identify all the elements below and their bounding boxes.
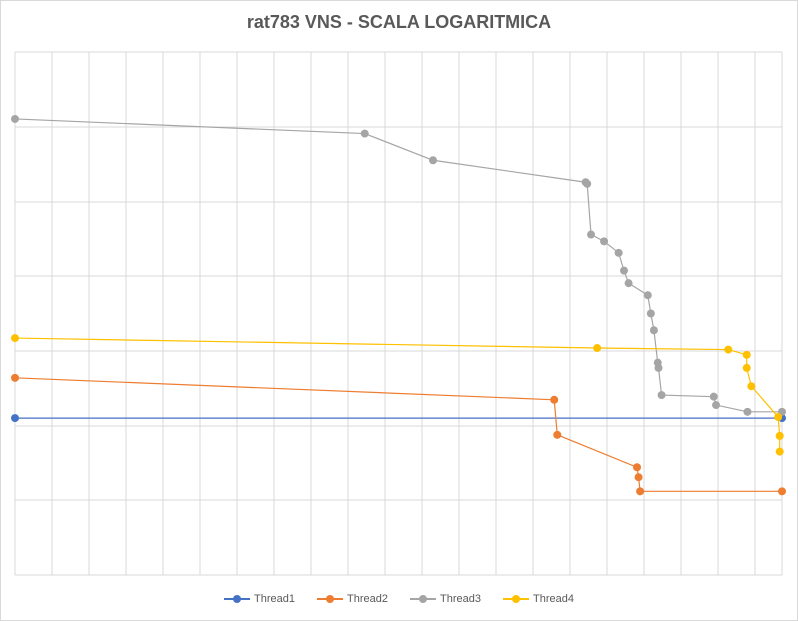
legend-swatch-thread2 — [317, 594, 344, 604]
data-point-thread3 — [657, 391, 666, 400]
legend-swatch-thread3 — [410, 594, 436, 604]
data-point-thread4 — [747, 382, 756, 391]
data-point-thread2 — [553, 430, 562, 439]
data-point-thread2 — [550, 395, 559, 404]
data-point-thread3 — [646, 309, 655, 318]
legend-item-thread3: Thread3 — [410, 593, 481, 605]
series-thread3 — [11, 114, 786, 416]
gridlines — [14, 51, 783, 576]
legend-swatch-thread4 — [502, 594, 529, 604]
data-point-thread3 — [743, 407, 752, 416]
series-thread2 — [11, 373, 786, 496]
legend-label-thread1: Thread1 — [254, 593, 296, 605]
data-point-thread2 — [636, 487, 645, 496]
data-point-thread3 — [624, 279, 633, 288]
data-point-thread4 — [775, 447, 784, 456]
data-point-thread3 — [643, 291, 652, 300]
legend-label-thread4: Thread4 — [532, 593, 574, 605]
legend-label-thread2: Thread2 — [347, 593, 388, 605]
data-point-thread2 — [634, 473, 643, 482]
data-point-thread4 — [775, 431, 784, 440]
series-line-thread3 — [14, 118, 782, 413]
data-point-thread4 — [11, 334, 19, 343]
data-point-thread4 — [742, 350, 751, 359]
data-point-thread3 — [600, 237, 609, 246]
legend-swatch-thread1 — [224, 594, 251, 604]
data-point-thread4 — [593, 344, 602, 353]
data-point-thread2 — [633, 463, 642, 472]
data-point-thread2 — [778, 487, 786, 496]
data-point-thread3 — [587, 230, 596, 239]
data-point-thread3 — [429, 156, 438, 165]
legend-label-thread3: Thread3 — [440, 593, 481, 605]
data-point-thread3 — [614, 248, 623, 257]
legend-item-thread1: Thread1 — [224, 593, 295, 605]
data-point-thread3 — [649, 326, 658, 335]
data-point-thread4 — [724, 345, 733, 354]
legend-item-thread2: Thread2 — [317, 593, 388, 605]
series-thread1 — [11, 414, 786, 423]
data-point-thread3 — [709, 392, 718, 401]
data-point-thread1 — [11, 414, 19, 423]
legend: Thread1 Thread2 Thread3 Thread4 — [0, 593, 798, 605]
data-point-thread2 — [11, 373, 19, 382]
data-point-thread4 — [742, 363, 751, 372]
data-point-thread3 — [11, 114, 19, 123]
data-point-thread3 — [712, 401, 721, 410]
series-thread4 — [11, 334, 784, 456]
legend-item-thread4: Thread4 — [502, 593, 574, 605]
data-point-thread3 — [619, 266, 628, 275]
data-point-thread3 — [583, 179, 592, 188]
data-point-thread3 — [654, 363, 663, 372]
data-point-thread3 — [360, 129, 369, 138]
series-layer — [11, 114, 786, 496]
data-point-thread4 — [774, 413, 783, 422]
chart-title: rat783 VNS - SCALA LOGARITMICA — [246, 12, 552, 32]
